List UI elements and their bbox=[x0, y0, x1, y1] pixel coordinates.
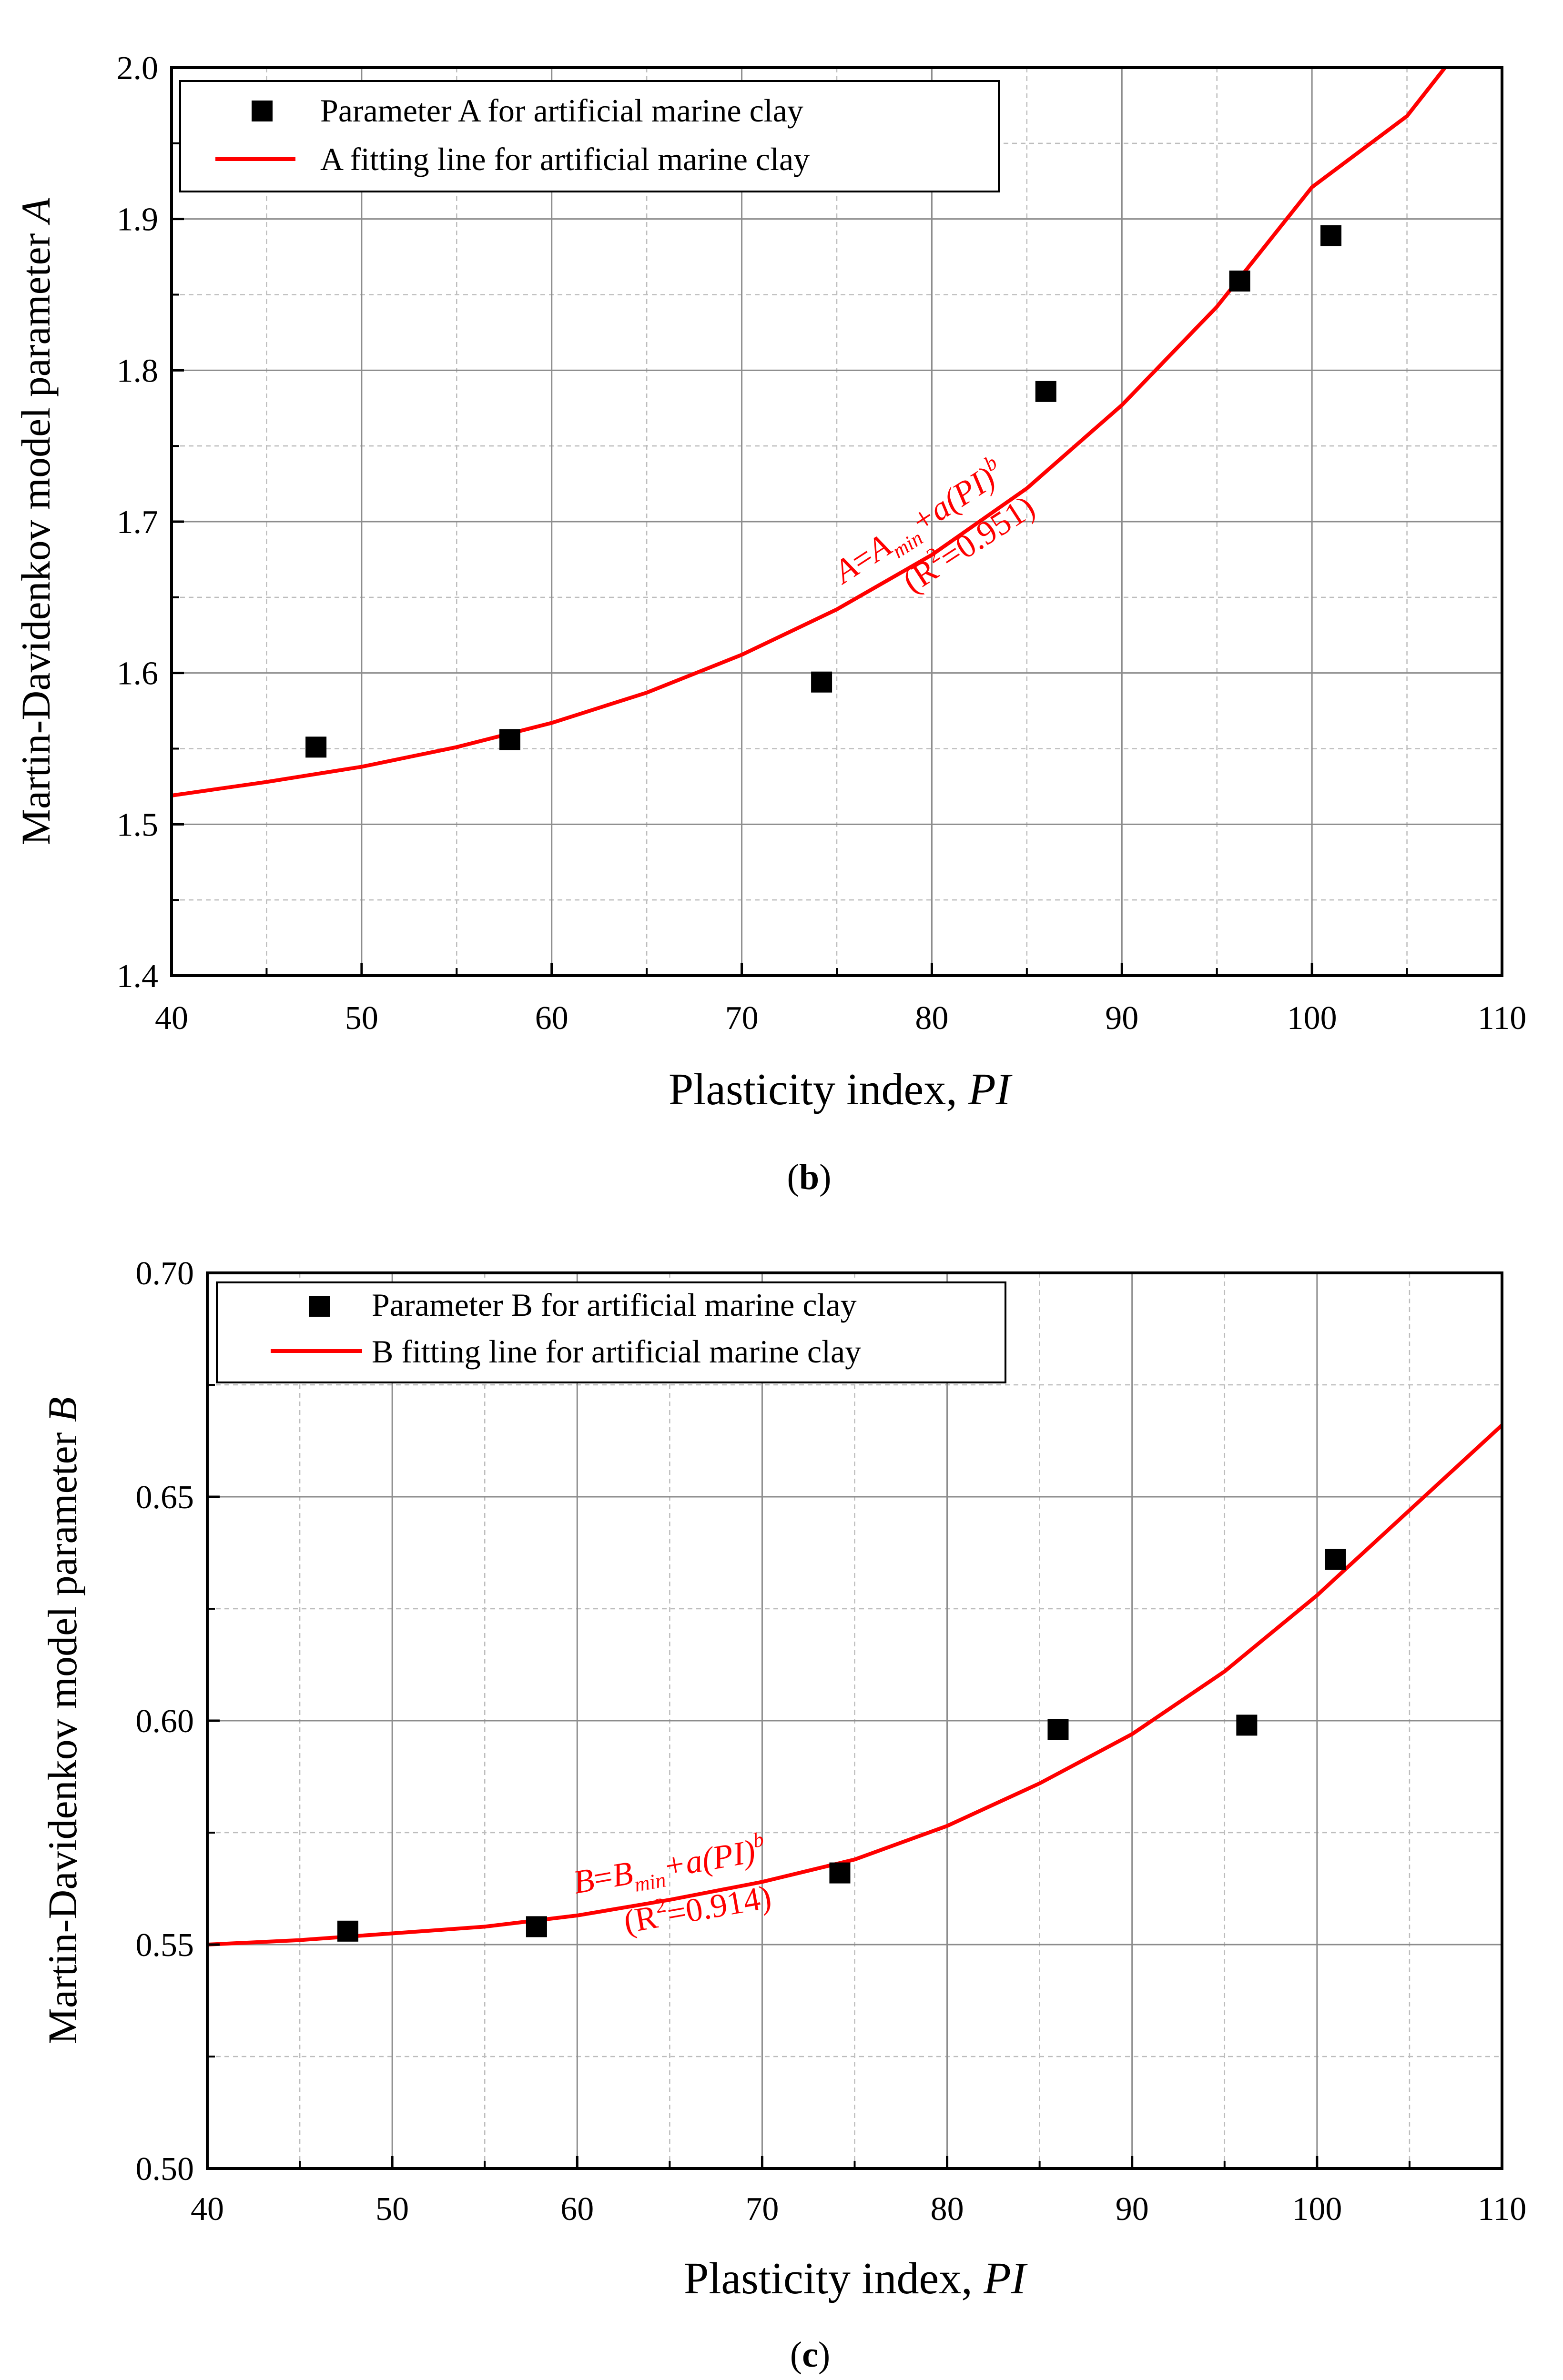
chart-panel-b: 40 50 60 70 80 90 100 110 1.4 1.5 1.6 1.7 1.8 1.9 2.0… bbox=[13, 50, 1526, 1197]
data-markers-b bbox=[337, 1549, 1346, 1942]
legend-marker-symbol bbox=[309, 1296, 330, 1317]
x-tick-labels: 40 50 60 70 80 90 100 110 bbox=[191, 2191, 1526, 2228]
data-point bbox=[1320, 225, 1342, 246]
chart-panel-c: 40 50 60 70 80 90 100 110 0.500.550.600.650.70 … bbox=[40, 1255, 1526, 2375]
legend-box bbox=[216, 1281, 1006, 1383]
y-tick-label: 1.6 bbox=[117, 656, 159, 692]
data-point bbox=[811, 671, 832, 693]
x-axis-title: Plasticity index, PI bbox=[684, 2254, 1028, 2303]
equation-annotation: B=Bmin+a(PI)b (R2=0.914) bbox=[570, 1827, 774, 1940]
data-point bbox=[1236, 1714, 1258, 1736]
panel-caption: (b) bbox=[787, 1157, 832, 1197]
y-tick-label: 2.0 bbox=[117, 50, 159, 87]
data-point bbox=[1229, 270, 1250, 292]
y-tick-label: 0.55 bbox=[136, 1927, 194, 1964]
data-point bbox=[1047, 1719, 1069, 1740]
x-tick-label: 90 bbox=[1116, 2191, 1149, 2228]
data-point bbox=[1035, 381, 1056, 402]
x-axis-title: Plasticity index, PI bbox=[669, 1065, 1013, 1114]
y-tick-labels: 1.4 1.5 1.6 1.7 1.8 1.9 2.0 bbox=[117, 50, 159, 995]
legend-entry-line: A fitting line for artificial marine cla… bbox=[320, 141, 810, 177]
equation-annotation: A=Amin+a(PI)b (R2=0.951) bbox=[826, 451, 1041, 600]
x-tick-labels: 40 50 60 70 80 90 100 110 bbox=[155, 1000, 1526, 1037]
data-point bbox=[305, 736, 327, 758]
y-tick-label: 1.4 bbox=[117, 958, 159, 995]
y-tick-label: 0.60 bbox=[136, 1703, 194, 1740]
x-tick-label: 80 bbox=[915, 1000, 948, 1037]
y-tick-label: 1.5 bbox=[117, 807, 159, 843]
y-tick-label: 1.8 bbox=[117, 353, 159, 389]
x-tick-label: 100 bbox=[1292, 2191, 1342, 2228]
x-tick-label: 110 bbox=[1478, 2191, 1526, 2228]
legend-marker-symbol bbox=[252, 101, 273, 121]
legend-entry-markers: Parameter A for artificial marine clay bbox=[320, 92, 803, 129]
major-gridlines bbox=[172, 68, 1502, 976]
y-tick-label: 0.70 bbox=[136, 1255, 194, 1292]
x-tick-label: 40 bbox=[155, 1000, 188, 1037]
legend-entry-markers: Parameter B for artificial marine clay bbox=[372, 1287, 857, 1323]
x-tick-label: 60 bbox=[535, 1000, 568, 1037]
y-tick-label: 0.50 bbox=[136, 2151, 194, 2188]
legend-box bbox=[179, 80, 1000, 192]
x-tick-label: 50 bbox=[376, 2191, 409, 2228]
fitting-line-b bbox=[207, 1423, 1503, 1946]
y-tick-label: 0.65 bbox=[136, 1479, 194, 1516]
x-tick-label: 60 bbox=[560, 2191, 594, 2228]
x-tick-label: 40 bbox=[191, 2191, 224, 2228]
x-tick-label: 70 bbox=[745, 2191, 779, 2228]
data-point bbox=[337, 1920, 358, 1942]
legend-entry-line: B fitting line for artificial marine cla… bbox=[372, 1333, 861, 1370]
major-gridlines bbox=[207, 1273, 1502, 2168]
y-axis-title: Martin-Davidenkov model parameter B bbox=[40, 1397, 85, 2045]
x-tick-label: 80 bbox=[931, 2191, 964, 2228]
x-tick-label: 100 bbox=[1287, 1000, 1337, 1037]
data-markers-a bbox=[305, 225, 1342, 758]
legend: Parameter B for artificial marine clay B… bbox=[216, 1281, 1006, 1383]
y-tick-label: 1.7 bbox=[117, 504, 159, 541]
legend: Parameter A for artificial marine clay A… bbox=[179, 80, 1000, 192]
x-tick-label: 90 bbox=[1105, 1000, 1138, 1037]
y-tick-labels: 0.50 0.55 0.60 0.65 0.70 bbox=[136, 1255, 194, 2188]
data-point bbox=[829, 1862, 851, 1884]
data-point bbox=[499, 729, 520, 750]
x-tick-label: 50 bbox=[345, 1000, 378, 1037]
x-tick-label: 110 bbox=[1478, 1000, 1526, 1037]
panel-caption: (c) bbox=[790, 2335, 830, 2375]
y-axis-title: Martin-Davidenkov model parameter A bbox=[13, 198, 59, 845]
axis-ticks bbox=[170, 66, 1503, 977]
y-tick-label: 1.9 bbox=[117, 202, 159, 238]
x-tick-label: 70 bbox=[725, 1000, 759, 1037]
axis-ticks bbox=[206, 1271, 1503, 2170]
data-point bbox=[1325, 1549, 1346, 1570]
fitting-line-a bbox=[171, 66, 1447, 797]
data-point bbox=[526, 1916, 547, 1937]
